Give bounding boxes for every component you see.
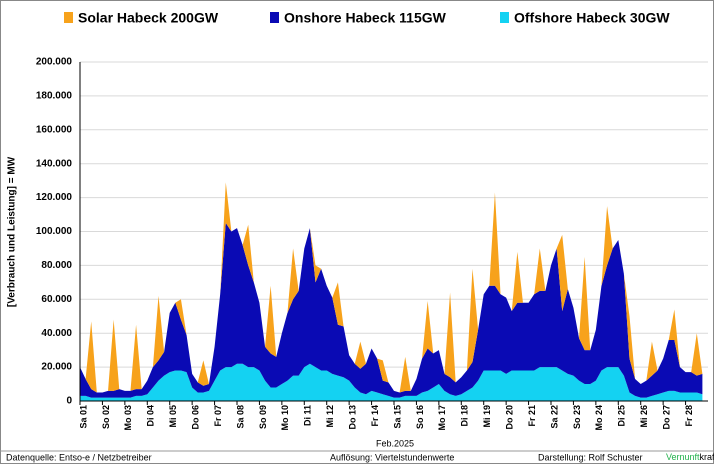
footer-resolution: Auflösung: Viertelstundenwerte: [330, 452, 454, 462]
x-tick-label: Sa 08: [235, 405, 245, 429]
x-tick-label: Do 06: [191, 405, 201, 430]
x-tick-label: Fr 28: [684, 405, 694, 427]
x-tick-label: Do 27: [662, 405, 672, 430]
x-tick-label: Di 11: [303, 405, 313, 426]
x-tick-label: Mo 24: [594, 405, 604, 431]
x-tick-label: Mo 17: [437, 405, 447, 431]
y-tick-label: 40.000: [41, 328, 72, 339]
x-tick-label: Mi 26: [639, 405, 649, 428]
x-tick-label: So 09: [258, 405, 268, 429]
x-tick-label: Mi 19: [482, 405, 492, 428]
area: [80, 363, 703, 401]
x-tick-label: Sa 01: [78, 405, 88, 429]
y-tick-label: 60.000: [41, 294, 72, 305]
x-tick-label: Do 20: [505, 405, 515, 430]
x-tick-label: Sa 15: [392, 405, 402, 429]
x-tick-label: Di 18: [460, 405, 470, 427]
y-tick-label: 80.000: [41, 260, 72, 271]
x-tick-label: So 23: [572, 405, 582, 429]
legend-label: Offshore Habeck 30GW: [514, 10, 670, 26]
area: [80, 223, 703, 398]
x-tick-label: Di 25: [617, 405, 627, 427]
x-tick-label: Mo 03: [123, 405, 133, 431]
x-tick-label: Mo 10: [280, 405, 290, 431]
legend-swatch: [500, 12, 509, 23]
y-tick-label: 100.000: [36, 226, 73, 237]
y-tick-label: 180.000: [36, 91, 73, 102]
brand-a: Vernunft: [666, 452, 700, 462]
x-tick-label: Mi 05: [168, 405, 178, 428]
footer-author: Darstellung: Rolf Schuster: [538, 452, 643, 462]
legend-label: Onshore Habeck 115GW: [284, 10, 447, 26]
x-tick-label: Fr 14: [370, 405, 380, 427]
footer-source: Datenquelle: Entso-e / Netzbetreiber: [6, 452, 152, 462]
legend: Offshore Habeck 30GW Onshore Habeck 115GW…: [64, 10, 670, 26]
legend-swatch: [270, 12, 279, 23]
x-tick-label: Mi 12: [325, 405, 335, 428]
legend-swatch: [64, 12, 73, 23]
x-axis-label: Feb.2025: [376, 438, 414, 448]
legend-label: Solar Habeck 200GW: [78, 10, 219, 26]
footer-brand: Vernunftkraft: [666, 452, 714, 462]
x-tick-label: So 02: [101, 405, 111, 429]
y-tick-label: 140.000: [36, 158, 73, 169]
y-tick-label: 120.000: [36, 192, 73, 203]
x-tick-label: Sa 22: [549, 405, 559, 429]
y-tick-label: 200.000: [36, 57, 73, 68]
x-tick-label: Fr 21: [527, 405, 537, 427]
y-tick-label: 20.000: [41, 362, 72, 373]
x-tick-label: So 16: [415, 405, 425, 429]
brand-b: kraft: [700, 452, 714, 462]
x-tick-label: Fr 07: [213, 405, 223, 427]
y-tick-label: 160.000: [36, 124, 73, 135]
x-tick-label: Do 13: [348, 405, 358, 430]
y-tick-label: 0: [66, 396, 72, 407]
y-axis-label: [Verbrauch und Leistung] = MW: [7, 156, 18, 307]
x-tick-label: Di 04: [146, 405, 156, 427]
